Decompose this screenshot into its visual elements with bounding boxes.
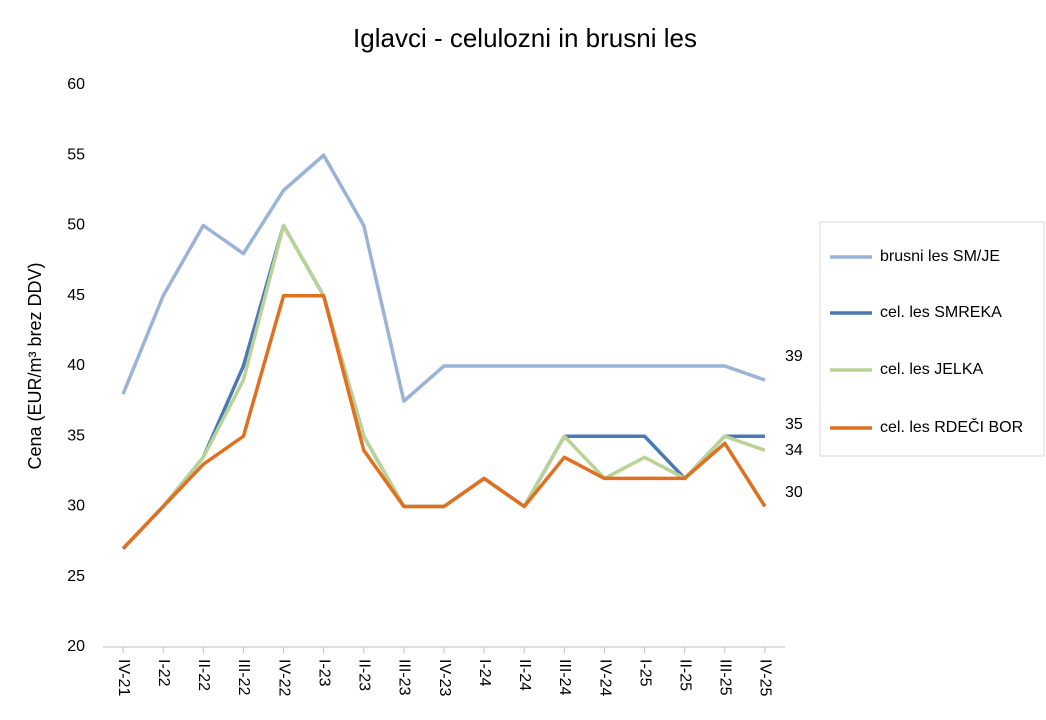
- x-tick-label: I-22: [155, 659, 172, 687]
- data-label: 34: [785, 442, 803, 459]
- chart-title: Iglavci - celulozni in brusni les: [353, 23, 697, 53]
- legend-label: brusni les SM/JE: [880, 248, 1000, 265]
- data-label: 39: [785, 348, 803, 365]
- x-tick-label: I-23: [315, 659, 332, 687]
- series-line: [121, 153, 766, 403]
- x-tick-label: III-25: [717, 659, 734, 696]
- y-tick-label: 55: [67, 146, 85, 163]
- y-tick-label: 40: [67, 357, 85, 374]
- x-tick-label: IV-25: [757, 659, 774, 696]
- y-tick-label: 45: [67, 287, 85, 304]
- y-tick-label: 25: [67, 568, 85, 585]
- x-tick-label: II-24: [516, 659, 533, 691]
- x-tick-label: II-23: [356, 659, 373, 691]
- series-line: [121, 294, 767, 550]
- legend-label: cel. les JELKA: [880, 361, 983, 378]
- x-tick-label: III-24: [556, 659, 573, 696]
- data-label: 35: [785, 416, 803, 433]
- x-tick-label: IV-22: [275, 659, 292, 696]
- x-tick-label: IV-24: [596, 659, 613, 696]
- data-label: 30: [785, 484, 803, 501]
- x-tick-label: I-25: [636, 659, 653, 687]
- x-tick-label: IV-23: [436, 659, 453, 696]
- legend-label: cel. les SMREKA: [880, 304, 1002, 321]
- x-tick-label: IV-21: [115, 659, 132, 696]
- x-tick-label: II-22: [195, 659, 212, 691]
- x-tick-label: III-23: [396, 659, 413, 696]
- x-tick-label: III-22: [235, 659, 252, 696]
- series-line: [121, 223, 765, 550]
- legend-box: [819, 221, 1045, 457]
- y-tick-label: 20: [67, 638, 85, 655]
- y-tick-label: 50: [67, 217, 85, 234]
- y-tick-label: 30: [67, 498, 85, 515]
- x-tick-label: II-25: [676, 659, 693, 691]
- legend-label: cel. les RDEČI BOR: [880, 417, 1023, 436]
- y-axis-label: Cena (EUR/m³ brez DDV): [25, 262, 45, 469]
- series-line: [121, 223, 766, 550]
- x-tick-label: I-24: [476, 659, 493, 687]
- y-tick-label: 35: [67, 427, 85, 444]
- y-tick-label: 60: [67, 76, 85, 93]
